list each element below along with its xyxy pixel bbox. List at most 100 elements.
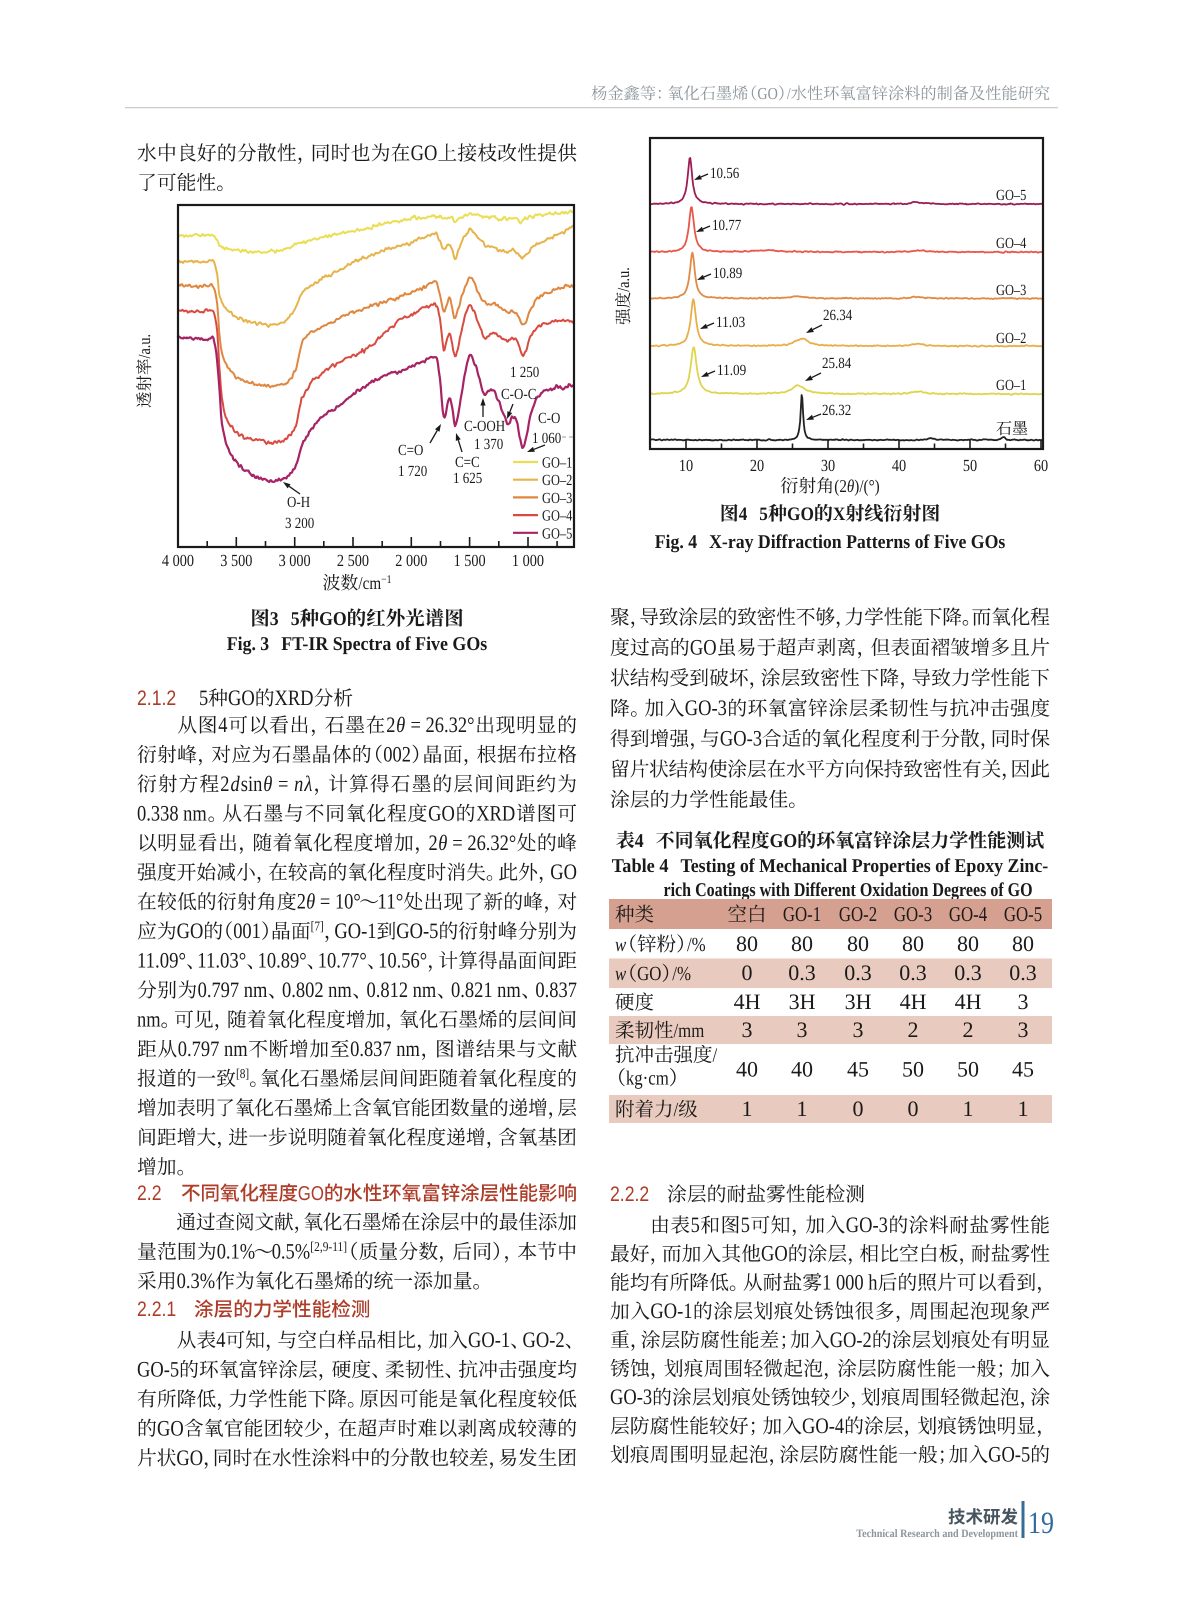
svg-text:GO: GO <box>319 609 347 630</box>
svg-text:nm: nm <box>137 1007 161 1032</box>
svg-text:2: 2 <box>429 830 438 855</box>
svg-text:XRD: XRD <box>476 800 515 825</box>
svg-text:5: 5 <box>741 1212 750 1237</box>
svg-text:w: w <box>615 934 627 956</box>
svg-text:4 000: 4 000 <box>162 551 194 570</box>
svg-text:11.09°: 11.09° <box>137 948 186 973</box>
svg-text:5: 5 <box>291 609 300 630</box>
svg-text:GO–2: GO–2 <box>996 330 1026 347</box>
svg-text:GO-3: GO-3 <box>846 1212 888 1237</box>
svg-text:80: 80 <box>847 931 869 956</box>
svg-text:3: 3 <box>1018 1017 1029 1042</box>
svg-text:3H: 3H <box>789 989 816 1014</box>
svg-text:30: 30 <box>821 456 835 475</box>
svg-text:1 250: 1 250 <box>510 364 540 381</box>
svg-text:C=O: C=O <box>398 442 423 459</box>
svg-text:GO-1: GO-1 <box>650 1298 692 1323</box>
svg-text:0: 0 <box>742 960 753 985</box>
svg-text:80: 80 <box>791 931 813 956</box>
svg-text:0.802 nm: 0.802 nm <box>282 977 352 1002</box>
svg-text:0.797 nm: 0.797 nm <box>178 1036 248 1061</box>
svg-text:19: 19 <box>1028 1505 1054 1540</box>
svg-text:C-O-C: C-O-C <box>501 386 536 403</box>
svg-text:GO-5: GO-5 <box>1004 902 1042 926</box>
svg-text:10.56: 10.56 <box>710 165 740 182</box>
svg-text:0.5%: 0.5% <box>272 1239 311 1264</box>
svg-text:GO–4: GO–4 <box>996 235 1026 252</box>
svg-text:w: w <box>615 963 627 985</box>
svg-text:10.77°: 10.77° <box>318 948 367 973</box>
svg-text:4: 4 <box>739 504 748 525</box>
svg-text:4H: 4H <box>900 989 927 1014</box>
svg-text:/%: /% <box>672 963 691 985</box>
svg-text:kg·cm: kg·cm <box>626 1068 669 1090</box>
svg-text:/: / <box>787 84 791 103</box>
svg-text:001: 001 <box>233 918 261 943</box>
svg-text:−1: −1 <box>381 573 392 586</box>
svg-text:11.03: 11.03 <box>716 314 746 331</box>
svg-text:θ: θ <box>847 476 855 496</box>
svg-text:1 720: 1 720 <box>398 463 428 480</box>
svg-text:11.03°: 11.03° <box>197 948 246 973</box>
svg-text:0.797 nm: 0.797 nm <box>198 977 268 1002</box>
svg-text:/%: /% <box>687 934 706 956</box>
svg-text:GO: GO <box>761 1241 788 1266</box>
svg-text:50: 50 <box>957 1057 979 1082</box>
svg-text:GO-3: GO-3 <box>685 695 727 720</box>
svg-text:GO-1: GO-1 <box>468 1327 510 1352</box>
svg-text:80: 80 <box>902 931 924 956</box>
svg-text:3: 3 <box>1018 989 1029 1014</box>
svg-text:3 000: 3 000 <box>279 551 311 570</box>
svg-text:2: 2 <box>297 889 306 914</box>
svg-text:GO: GO <box>298 1183 324 1205</box>
svg-text:3: 3 <box>270 609 279 630</box>
svg-text:4: 4 <box>216 1327 225 1352</box>
svg-text:2: 2 <box>386 712 395 737</box>
svg-text:40: 40 <box>736 1057 758 1082</box>
svg-text:C=C: C=C <box>455 454 480 471</box>
svg-text:GO–2: GO–2 <box>542 472 572 489</box>
svg-text:25.84: 25.84 <box>822 355 852 372</box>
svg-text:)/(°): )/(°) <box>854 476 879 496</box>
svg-text:GO: GO <box>550 859 577 884</box>
svg-text:2.2.1: 2.2.1 <box>137 1298 176 1321</box>
svg-text:1 370: 1 370 <box>474 436 504 453</box>
svg-text:(2: (2 <box>834 476 847 496</box>
svg-text:2 000: 2 000 <box>395 551 427 570</box>
svg-text:4: 4 <box>635 831 644 852</box>
svg-text:GO: GO <box>177 918 204 943</box>
svg-text:1 500: 1 500 <box>454 551 486 570</box>
svg-text:GO: GO <box>770 831 798 852</box>
svg-text:/: / <box>713 1045 718 1067</box>
svg-text:1: 1 <box>742 1096 753 1121</box>
svg-text:Fig. 4: Fig. 4 <box>655 532 698 553</box>
svg-text:GO–5: GO–5 <box>542 525 572 542</box>
svg-text:5: 5 <box>199 685 208 710</box>
svg-text:10: 10 <box>679 456 693 475</box>
svg-text:0.812 nm: 0.812 nm <box>367 977 437 1002</box>
svg-text:45: 45 <box>847 1057 869 1082</box>
svg-text:GO-5: GO-5 <box>396 918 438 943</box>
svg-text:0.821 nm: 0.821 nm <box>451 977 521 1002</box>
svg-text:GO-2: GO-2 <box>523 1327 565 1352</box>
svg-text:4H: 4H <box>955 989 982 1014</box>
svg-text:5: 5 <box>691 1212 700 1237</box>
svg-text:O-H: O-H <box>287 494 310 511</box>
svg-text:2.1.2: 2.1.2 <box>137 687 176 710</box>
svg-text:2: 2 <box>963 1017 974 1042</box>
svg-text:002: 002 <box>383 742 411 767</box>
svg-text:2.2.2: 2.2.2 <box>610 1183 649 1206</box>
svg-text:/a.u.: /a.u. <box>135 334 154 359</box>
svg-text:GO: GO <box>428 800 455 825</box>
svg-text:GO: GO <box>690 634 717 659</box>
svg-text:GO: GO <box>411 140 438 165</box>
svg-text:10.89: 10.89 <box>713 265 743 282</box>
svg-text:/mm: /mm <box>674 1020 705 1042</box>
svg-text:GO-3: GO-3 <box>720 726 762 751</box>
svg-text:11.09: 11.09 <box>717 362 747 379</box>
svg-text:= 10°: = 10° <box>315 889 361 914</box>
svg-text:GO-2: GO-2 <box>830 1327 872 1352</box>
svg-text:GO-3: GO-3 <box>610 1384 652 1409</box>
svg-text:/: / <box>674 1099 679 1121</box>
svg-text:GO-4: GO-4 <box>802 1413 844 1438</box>
